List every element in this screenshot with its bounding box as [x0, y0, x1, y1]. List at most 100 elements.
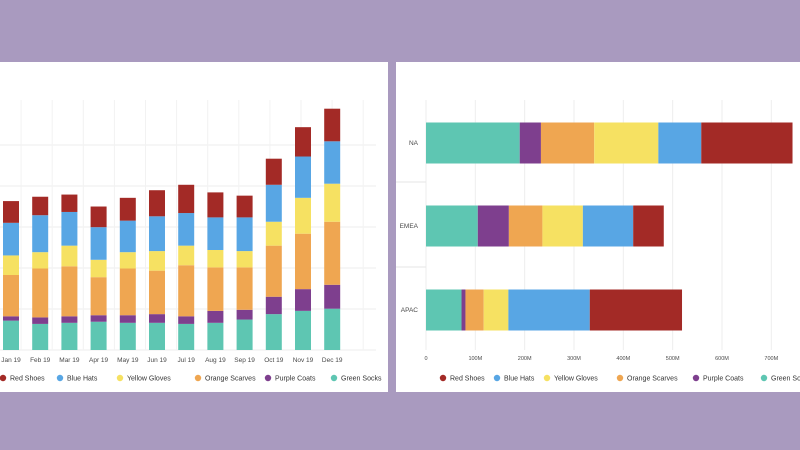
bar-green-socks-mar-19[interactable]	[61, 322, 78, 350]
bar-orange-scarves-aug-19[interactable]	[207, 267, 224, 311]
legend-item-green-socks[interactable]: Green Socks	[760, 374, 800, 383]
bar-purple-coats-emea[interactable]	[477, 205, 509, 247]
bar-green-socks-nov-19[interactable]	[295, 310, 311, 350]
bar-red-shoes-jun-19[interactable]	[149, 190, 165, 217]
bar-purple-coats-feb-19[interactable]	[32, 317, 49, 324]
bar-green-socks-may-19[interactable]	[119, 322, 136, 350]
bar-purple-coats-jan-19[interactable]	[3, 316, 19, 321]
bar-blue-hats-jan-19[interactable]	[3, 222, 19, 256]
legend-item-orange-scarves[interactable]: Orange Scarves	[194, 374, 256, 383]
bar-green-socks-emea[interactable]	[426, 205, 478, 247]
legend-item-purple-coats[interactable]: Purple Coats	[264, 374, 316, 383]
bar-yellow-gloves-feb-19[interactable]	[32, 252, 49, 269]
bar-blue-hats-emea[interactable]	[582, 205, 634, 247]
bar-red-shoes-sep-19[interactable]	[236, 195, 253, 218]
legend-item-green-socks[interactable]: Green Socks	[330, 374, 382, 383]
bar-blue-hats-apr-19[interactable]	[90, 227, 107, 260]
bar-green-socks-jan-19[interactable]	[3, 320, 19, 350]
bar-yellow-gloves-sep-19[interactable]	[236, 251, 253, 268]
bar-blue-hats-jul-19[interactable]	[178, 213, 195, 246]
bar-blue-hats-apac[interactable]	[508, 289, 590, 331]
bar-orange-scarves-na[interactable]	[540, 122, 595, 164]
bar-green-socks-sep-19[interactable]	[236, 319, 253, 350]
bar-purple-coats-apr-19[interactable]	[90, 315, 107, 322]
bar-green-socks-oct-19[interactable]	[265, 314, 282, 350]
bar-orange-scarves-may-19[interactable]	[119, 268, 136, 316]
bar-green-socks-jul-19[interactable]	[178, 323, 195, 350]
bar-orange-scarves-nov-19[interactable]	[295, 233, 311, 290]
bar-green-socks-na[interactable]	[426, 122, 520, 164]
bar-blue-hats-na[interactable]	[658, 122, 702, 164]
bar-orange-scarves-emea[interactable]	[508, 205, 543, 247]
bar-purple-coats-na[interactable]	[519, 122, 541, 164]
bar-green-socks-apac[interactable]	[426, 289, 462, 331]
bar-red-shoes-dec-19[interactable]	[324, 108, 341, 142]
bar-purple-coats-may-19[interactable]	[119, 315, 136, 323]
bar-red-shoes-aug-19[interactable]	[207, 192, 224, 218]
bar-yellow-gloves-jul-19[interactable]	[178, 245, 195, 266]
bar-green-socks-feb-19[interactable]	[32, 323, 49, 350]
bar-red-shoes-emea[interactable]	[633, 205, 664, 247]
bar-blue-hats-oct-19[interactable]	[265, 184, 282, 222]
bar-blue-hats-may-19[interactable]	[119, 220, 136, 253]
bar-purple-coats-nov-19[interactable]	[295, 289, 311, 311]
bar-yellow-gloves-oct-19[interactable]	[265, 221, 282, 246]
bar-purple-coats-dec-19[interactable]	[324, 284, 341, 309]
bar-orange-scarves-mar-19[interactable]	[61, 266, 78, 317]
bar-green-socks-dec-19[interactable]	[324, 308, 341, 350]
bar-yellow-gloves-dec-19[interactable]	[324, 183, 341, 222]
bar-orange-scarves-jul-19[interactable]	[178, 265, 195, 317]
legend-item-orange-scarves[interactable]: Orange Scarves	[616, 374, 678, 383]
bar-purple-coats-mar-19[interactable]	[61, 316, 78, 323]
bar-green-socks-apr-19[interactable]	[90, 321, 107, 350]
bar-blue-hats-nov-19[interactable]	[295, 156, 311, 198]
bar-yellow-gloves-may-19[interactable]	[119, 252, 136, 269]
legend-item-yellow-gloves[interactable]: Yellow Gloves	[543, 374, 598, 383]
bar-yellow-gloves-apac[interactable]	[483, 289, 509, 331]
bar-purple-coats-sep-19[interactable]	[236, 309, 253, 320]
bar-purple-coats-jun-19[interactable]	[149, 314, 165, 323]
bar-red-shoes-jul-19[interactable]	[178, 184, 195, 214]
bar-purple-coats-apac[interactable]	[461, 289, 466, 331]
bar-blue-hats-jun-19[interactable]	[149, 216, 165, 252]
bar-red-shoes-oct-19[interactable]	[265, 158, 282, 185]
bar-yellow-gloves-jan-19[interactable]	[3, 255, 19, 275]
bar-purple-coats-aug-19[interactable]	[207, 310, 224, 323]
bar-red-shoes-mar-19[interactable]	[61, 194, 78, 212]
bar-blue-hats-aug-19[interactable]	[207, 217, 224, 250]
bar-orange-scarves-jan-19[interactable]	[3, 275, 19, 317]
bar-purple-coats-oct-19[interactable]	[265, 296, 282, 315]
bar-blue-hats-sep-19[interactable]	[236, 217, 253, 252]
bar-yellow-gloves-nov-19[interactable]	[295, 197, 311, 234]
legend-item-blue-hats[interactable]: Blue Hats	[493, 374, 535, 383]
bar-yellow-gloves-aug-19[interactable]	[207, 250, 224, 268]
bar-blue-hats-mar-19[interactable]	[61, 211, 78, 246]
bar-orange-scarves-sep-19[interactable]	[236, 267, 253, 310]
bar-yellow-gloves-apr-19[interactable]	[90, 259, 107, 278]
bar-orange-scarves-apac[interactable]	[465, 289, 484, 331]
bar-red-shoes-jan-19[interactable]	[3, 201, 19, 223]
legend-item-purple-coats[interactable]: Purple Coats	[692, 374, 744, 383]
bar-red-shoes-may-19[interactable]	[119, 197, 136, 221]
bar-red-shoes-apr-19[interactable]	[90, 206, 107, 228]
legend-item-red-shoes[interactable]: Red Shoes	[0, 374, 45, 383]
bar-orange-scarves-dec-19[interactable]	[324, 221, 341, 285]
bar-orange-scarves-feb-19[interactable]	[32, 268, 49, 318]
bar-orange-scarves-apr-19[interactable]	[90, 277, 107, 316]
legend-item-red-shoes[interactable]: Red Shoes	[439, 374, 485, 383]
bar-yellow-gloves-mar-19[interactable]	[61, 245, 78, 267]
bar-yellow-gloves-na[interactable]	[594, 122, 659, 164]
bar-red-shoes-nov-19[interactable]	[295, 127, 311, 157]
bar-green-socks-jun-19[interactable]	[149, 322, 165, 350]
bar-green-socks-aug-19[interactable]	[207, 322, 224, 350]
bar-yellow-gloves-jun-19[interactable]	[149, 251, 165, 271]
bar-orange-scarves-jun-19[interactable]	[149, 270, 165, 315]
bar-purple-coats-jul-19[interactable]	[178, 316, 195, 324]
bar-blue-hats-feb-19[interactable]	[32, 215, 49, 253]
bar-blue-hats-dec-19[interactable]	[324, 141, 341, 184]
legend-item-yellow-gloves[interactable]: Yellow Gloves	[116, 374, 171, 383]
bar-orange-scarves-oct-19[interactable]	[265, 245, 282, 297]
legend-item-blue-hats[interactable]: Blue Hats	[56, 374, 98, 383]
bar-yellow-gloves-emea[interactable]	[542, 205, 583, 247]
bar-red-shoes-feb-19[interactable]	[32, 196, 49, 216]
